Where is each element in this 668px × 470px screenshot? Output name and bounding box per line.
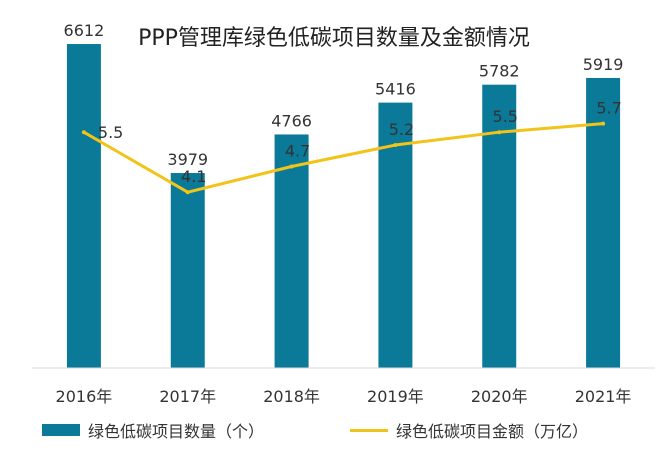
bar <box>66 44 101 369</box>
x-tick-label: 2020年 <box>471 387 528 406</box>
line-value-label: 4.1 <box>181 167 206 186</box>
line-point <box>289 164 294 169</box>
x-tick-label: 2018年 <box>263 387 320 406</box>
line-value-label: 5.2 <box>389 120 414 139</box>
line-point <box>81 130 86 135</box>
line-value-label: 5.5 <box>493 107 518 126</box>
bar <box>586 77 621 369</box>
line-series <box>81 121 606 195</box>
bar-value-label: 5919 <box>583 55 624 74</box>
x-tick-label: 2016年 <box>56 387 113 406</box>
bar-value-label: 4766 <box>271 111 312 130</box>
chart-title: PPP管理库绿色低碳项目数量及金额情况 <box>138 26 530 51</box>
legend-item-line: 绿色低碳项目金额（万亿） <box>350 418 588 442</box>
bar-series <box>66 44 621 369</box>
line-value-label: 5.7 <box>596 99 621 118</box>
line-point <box>601 121 606 126</box>
x-tick-label: 2021年 <box>575 387 632 406</box>
bar-value-label: 5416 <box>375 80 416 99</box>
bar-value-label: 6612 <box>64 21 105 40</box>
legend-label-line: 绿色低碳项目金额（万亿） <box>396 422 589 441</box>
bar <box>170 173 205 368</box>
legend: 绿色低碳项目数量（个） 绿色低碳项目金额（万亿） <box>0 418 668 458</box>
line-path <box>83 122 604 194</box>
x-tick-label: 2019年 <box>367 387 424 406</box>
bar-value-label: 5782 <box>479 62 520 81</box>
line-value-label: 4.7 <box>285 141 310 160</box>
x-axis-ticks: 2016年 2017年 2018年 2019年 2020年 2021年 <box>56 387 632 406</box>
x-tick-label: 2017年 <box>159 387 216 406</box>
bar <box>274 134 309 368</box>
line-point <box>185 190 190 195</box>
line-point <box>393 143 398 148</box>
legend-swatch-bar <box>42 424 80 436</box>
chart-plot: 2016年 2017年 2018年 2019年 2020年 2021年 661239794… <box>32 21 655 406</box>
bar-data-labels: 6612 3979 4766 5416 5782 5919 <box>64 21 624 169</box>
line-data-labels: 5.5 4.1 4.7 5.2 5.5 5.7 <box>98 99 622 187</box>
line-point <box>497 130 502 135</box>
legend-swatch-line <box>350 428 388 432</box>
bar-value-label: 3979 <box>167 150 208 169</box>
line-value-label: 5.5 <box>98 123 123 142</box>
legend-item-bar: 绿色低碳项目数量（个） <box>42 418 264 442</box>
bar <box>482 84 517 368</box>
legend-label-bar: 绿色低碳项目数量（个） <box>88 422 265 441</box>
